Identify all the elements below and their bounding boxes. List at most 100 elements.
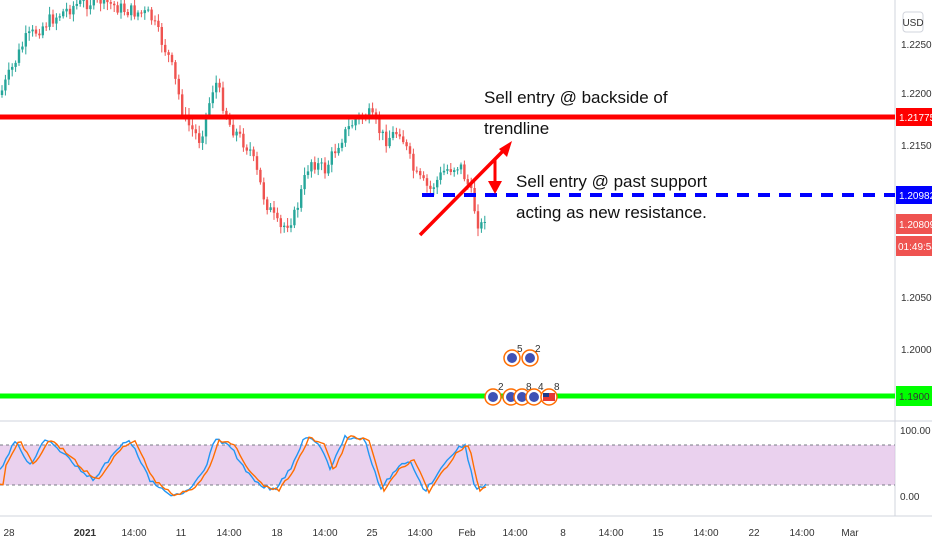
candle-body — [99, 0, 102, 4]
candle-body — [153, 20, 157, 22]
candle-body — [395, 132, 398, 135]
candle-body — [415, 170, 418, 172]
candle-body — [259, 169, 262, 183]
trendline[interactable] — [418, 149, 505, 237]
oscillator-tick-upper: 100.00 — [900, 426, 931, 437]
candle-body — [252, 149, 255, 157]
candle-body — [459, 164, 463, 170]
flag-icon — [517, 392, 527, 402]
candle-body — [442, 170, 446, 173]
candle-body — [446, 169, 449, 171]
candle-body — [381, 131, 384, 134]
candle-body — [109, 2, 112, 4]
price-tick: 1.22000 — [901, 89, 932, 100]
main-price-pane[interactable] — [0, 0, 895, 420]
candle-body — [337, 147, 340, 154]
candle-body — [126, 12, 129, 16]
candle-body — [143, 10, 146, 14]
stochastic-k-line — [0, 434, 487, 497]
down-arrow-icon — [488, 181, 502, 194]
candle-body — [72, 5, 75, 15]
time-axis[interactable]: 28 2021 14:00 11 14:00 18 14:00 25 14:00… — [3, 528, 859, 539]
candle-body — [388, 137, 391, 147]
stochastic-d-line — [0, 435, 487, 497]
candle-body — [160, 27, 163, 45]
price-tick: 1.20500 — [901, 293, 932, 304]
candle-body — [51, 14, 55, 24]
candle-body — [334, 151, 337, 154]
annotation-sell-support-line1[interactable]: Sell entry @ past support — [516, 172, 707, 191]
price-tag-blue-line-text: 1.20982 — [899, 191, 932, 202]
candle-body — [85, 0, 89, 10]
candle-body — [68, 8, 72, 15]
time-tick: 14:00 — [598, 528, 623, 539]
candle-body — [323, 162, 327, 174]
price-tag-red-line — [896, 108, 932, 126]
candle-body — [4, 79, 7, 91]
candle-body — [157, 20, 160, 28]
candle-body — [470, 184, 473, 189]
candle-body — [79, 0, 82, 4]
candle-body — [48, 14, 51, 27]
candle-body — [402, 136, 405, 143]
candle-body — [31, 29, 34, 32]
candle-body — [385, 131, 388, 147]
candle-body — [123, 3, 126, 13]
candle-body — [218, 82, 221, 88]
candle-body — [34, 29, 38, 34]
candle-body — [58, 16, 61, 18]
candle-body — [344, 129, 347, 143]
candle-body — [286, 225, 289, 228]
time-tick: 8 — [560, 528, 566, 539]
candle-body — [306, 171, 310, 176]
candle-body — [398, 134, 401, 137]
currency-button[interactable] — [902, 11, 924, 33]
time-tick: 14:00 — [407, 528, 432, 539]
candle-body — [303, 175, 306, 190]
candle-body — [221, 87, 225, 111]
annotation-sell-trendline-line1[interactable]: Sell entry @ backside of — [484, 88, 668, 107]
candle-body — [17, 49, 21, 63]
candle-body — [354, 119, 357, 126]
candle-body — [21, 46, 24, 50]
event-badge-count: 4 — [538, 382, 544, 393]
time-tick: 25 — [366, 528, 378, 539]
candle-body — [371, 108, 374, 113]
price-tag-green-line — [896, 386, 932, 406]
candle-body — [62, 11, 65, 17]
candle-body — [215, 82, 218, 93]
candle-body — [391, 132, 395, 138]
candle-body — [106, 0, 109, 3]
candle-body — [242, 133, 245, 148]
candle-body — [140, 12, 143, 14]
candle-body — [55, 17, 58, 24]
candle-body — [276, 212, 279, 219]
annotation-sell-support-line2[interactable]: acting as new resistance. — [516, 203, 707, 222]
time-tick: Mar — [841, 528, 859, 539]
candle-body — [28, 31, 31, 34]
trendline-arrowhead — [499, 141, 512, 157]
candle-body — [38, 33, 41, 36]
event-badge-count: 2 — [498, 382, 504, 393]
candle-body — [436, 179, 439, 188]
event-badges[interactable]: 5 2 2 8 4 8 — [484, 344, 560, 406]
candle-body — [102, 0, 106, 4]
candle-body — [191, 125, 194, 130]
candle-body — [208, 103, 211, 116]
candle-body — [150, 9, 153, 21]
price-axis[interactable]: USD 1.22500 1.22000 1.21500 1.20500 1.20… — [896, 11, 932, 503]
annotation-sell-trendline-line2[interactable]: trendline — [484, 119, 549, 138]
candle-body — [45, 26, 48, 28]
candle-body — [272, 207, 276, 213]
candle-body — [293, 209, 296, 226]
event-badge-count: 8 — [554, 382, 560, 393]
candle-body — [266, 199, 269, 211]
price-tag-blue-line — [896, 186, 932, 204]
candle-body — [463, 164, 466, 180]
candle-body — [181, 94, 184, 115]
candle-body — [130, 5, 133, 16]
candle-body — [133, 5, 136, 17]
candle-body — [405, 142, 408, 147]
candle-body — [235, 131, 238, 136]
